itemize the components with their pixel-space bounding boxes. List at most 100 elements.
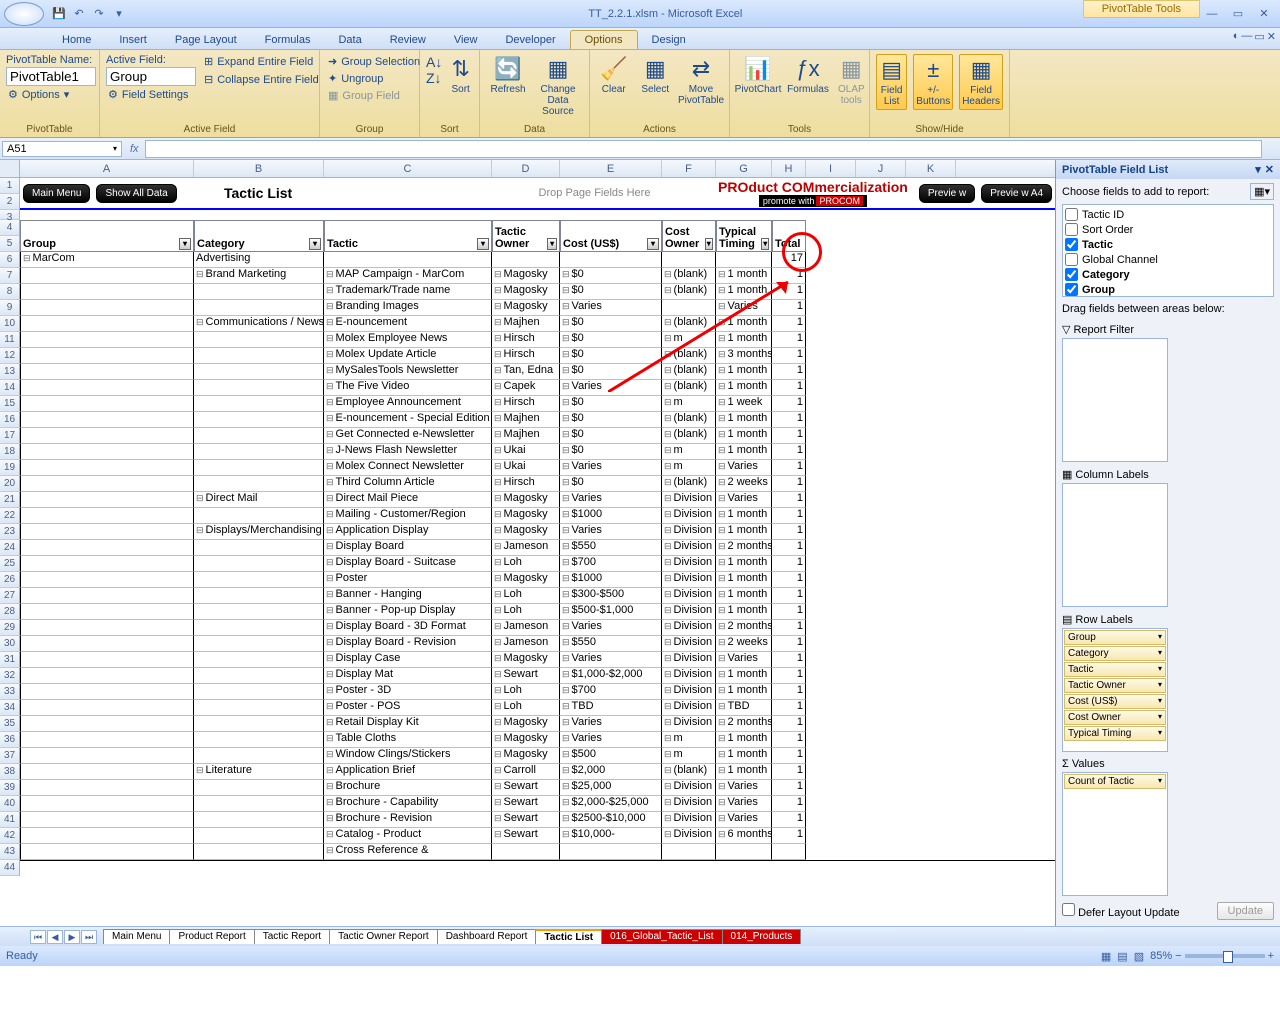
- ribbon-tab-review[interactable]: Review: [376, 31, 440, 49]
- table-cell[interactable]: ⊟Majhen: [492, 412, 560, 428]
- fieldlist-dd-icon[interactable]: ▾: [1255, 163, 1261, 176]
- rowlabel-item[interactable]: Cost (US$)▾: [1064, 694, 1166, 709]
- table-cell[interactable]: ⊟Mailing - Customer/Region: [324, 508, 492, 524]
- table-cell[interactable]: ⊟TBD: [716, 700, 772, 716]
- table-cell[interactable]: [324, 252, 492, 268]
- table-cell[interactable]: ⊟Division: [662, 652, 716, 668]
- row-header[interactable]: 28: [0, 604, 19, 620]
- row-header[interactable]: 12: [0, 348, 19, 364]
- table-cell[interactable]: ⊟(blank): [662, 348, 716, 364]
- table-cell[interactable]: 1: [772, 588, 806, 604]
- fieldlist-close-icon[interactable]: ✕: [1265, 163, 1274, 176]
- redo-icon[interactable]: ↷: [90, 5, 108, 23]
- sheet-tab[interactable]: Dashboard Report: [437, 929, 537, 944]
- table-cell[interactable]: ⊟Branding Images: [324, 300, 492, 316]
- table-cell[interactable]: ⊟1 month: [716, 444, 772, 460]
- table-cell[interactable]: ⊟Majhen: [492, 316, 560, 332]
- table-cell[interactable]: [194, 700, 324, 716]
- table-cell[interactable]: ⊟1 month: [716, 284, 772, 300]
- table-cell[interactable]: ⊟2 months: [716, 620, 772, 636]
- table-cell[interactable]: [662, 300, 716, 316]
- select-all[interactable]: [0, 160, 20, 178]
- table-cell[interactable]: [20, 300, 194, 316]
- table-cell[interactable]: [20, 732, 194, 748]
- table-cell[interactable]: ⊟$2,000: [560, 764, 662, 780]
- row-header[interactable]: 4: [0, 220, 19, 236]
- table-cell[interactable]: ⊟2 weeks: [716, 476, 772, 492]
- table-cell[interactable]: ⊟Loh: [492, 556, 560, 572]
- table-cell[interactable]: ⊟3 months: [716, 348, 772, 364]
- table-cell[interactable]: ⊟TBD: [560, 700, 662, 716]
- table-cell[interactable]: ⊟Loh: [492, 700, 560, 716]
- table-cell[interactable]: 1: [772, 364, 806, 380]
- ribbon-tab-developer[interactable]: Developer: [491, 31, 569, 49]
- collapse-field-button[interactable]: ⊟ Collapse Entire Field: [202, 72, 321, 87]
- pivot-header[interactable]: Cost (US$)▾: [560, 220, 662, 252]
- sort-az-icon[interactable]: A↓: [426, 54, 442, 70]
- table-cell[interactable]: [20, 748, 194, 764]
- table-cell[interactable]: ⊟$0: [560, 412, 662, 428]
- table-cell[interactable]: ⊟Division: [662, 700, 716, 716]
- pivotchart-button[interactable]: 📊PivotChart: [736, 54, 780, 97]
- table-cell[interactable]: [20, 604, 194, 620]
- table-cell[interactable]: [20, 412, 194, 428]
- table-cell[interactable]: [20, 460, 194, 476]
- table-cell[interactable]: ⊟Varies: [716, 780, 772, 796]
- table-cell[interactable]: ⊟$0: [560, 348, 662, 364]
- table-cell[interactable]: ⊟Majhen: [492, 428, 560, 444]
- doc-min-icon[interactable]: —: [1241, 30, 1252, 43]
- row-header[interactable]: 36: [0, 732, 19, 748]
- table-cell[interactable]: [194, 444, 324, 460]
- table-cell[interactable]: ⊟Sewart: [492, 668, 560, 684]
- table-cell[interactable]: ⊟(blank): [662, 764, 716, 780]
- table-cell[interactable]: ⊟$0: [560, 396, 662, 412]
- col-header[interactable]: H: [772, 160, 806, 177]
- table-cell[interactable]: [20, 316, 194, 332]
- table-cell[interactable]: 1: [772, 428, 806, 444]
- table-cell[interactable]: [662, 844, 716, 860]
- table-cell[interactable]: ⊟Magosky: [492, 284, 560, 300]
- pivot-header[interactable]: Typical Timing▾: [716, 220, 772, 252]
- table-cell[interactable]: 1: [772, 396, 806, 412]
- area-cols-box[interactable]: [1062, 483, 1168, 607]
- table-cell[interactable]: ⊟m: [662, 460, 716, 476]
- table-cell[interactable]: ⊟Molex Employee News: [324, 332, 492, 348]
- fieldlist-layout-icon[interactable]: ▦▾: [1250, 183, 1274, 200]
- table-cell[interactable]: ⊟Poster - 3D: [324, 684, 492, 700]
- table-cell[interactable]: ⊟Display Board - Revision: [324, 636, 492, 652]
- row-header[interactable]: 20: [0, 476, 19, 492]
- table-cell[interactable]: ⊟Jameson: [492, 540, 560, 556]
- table-cell[interactable]: ⊟$1000: [560, 572, 662, 588]
- table-cell[interactable]: [194, 396, 324, 412]
- view-break-icon[interactable]: ▧: [1134, 950, 1144, 963]
- table-cell[interactable]: ⊟1 month: [716, 572, 772, 588]
- row-header[interactable]: 38: [0, 764, 19, 780]
- table-cell[interactable]: [194, 636, 324, 652]
- ungroup-button[interactable]: ✦ Ungroup: [326, 71, 385, 86]
- table-cell[interactable]: ⊟$2500-$10,000: [560, 812, 662, 828]
- ribbon-tab-insert[interactable]: Insert: [105, 31, 161, 49]
- table-cell[interactable]: 1: [772, 380, 806, 396]
- table-cell[interactable]: 1: [772, 812, 806, 828]
- table-cell[interactable]: [20, 508, 194, 524]
- table-cell[interactable]: [20, 716, 194, 732]
- fieldlist-toggle[interactable]: ▤Field List: [876, 54, 907, 110]
- table-cell[interactable]: ⊟Direct Mail: [194, 492, 324, 508]
- table-cell[interactable]: ⊟(blank): [662, 380, 716, 396]
- col-header[interactable]: G: [716, 160, 772, 177]
- table-cell[interactable]: ⊟Poster - POS: [324, 700, 492, 716]
- table-cell[interactable]: ⊟Brochure: [324, 780, 492, 796]
- table-cell[interactable]: [20, 844, 194, 860]
- pivot-header[interactable]: Cost Owner▾: [662, 220, 716, 252]
- col-header[interactable]: K: [906, 160, 956, 177]
- table-cell[interactable]: 1: [772, 316, 806, 332]
- table-cell[interactable]: [194, 796, 324, 812]
- close-icon[interactable]: ✕: [1252, 6, 1276, 22]
- table-cell[interactable]: ⊟Loh: [492, 588, 560, 604]
- table-cell[interactable]: 1: [772, 476, 806, 492]
- table-cell[interactable]: 1: [772, 540, 806, 556]
- table-cell[interactable]: 1: [772, 636, 806, 652]
- table-cell[interactable]: ⊟$700: [560, 556, 662, 572]
- table-cell[interactable]: [20, 540, 194, 556]
- table-cell[interactable]: ⊟Division: [662, 620, 716, 636]
